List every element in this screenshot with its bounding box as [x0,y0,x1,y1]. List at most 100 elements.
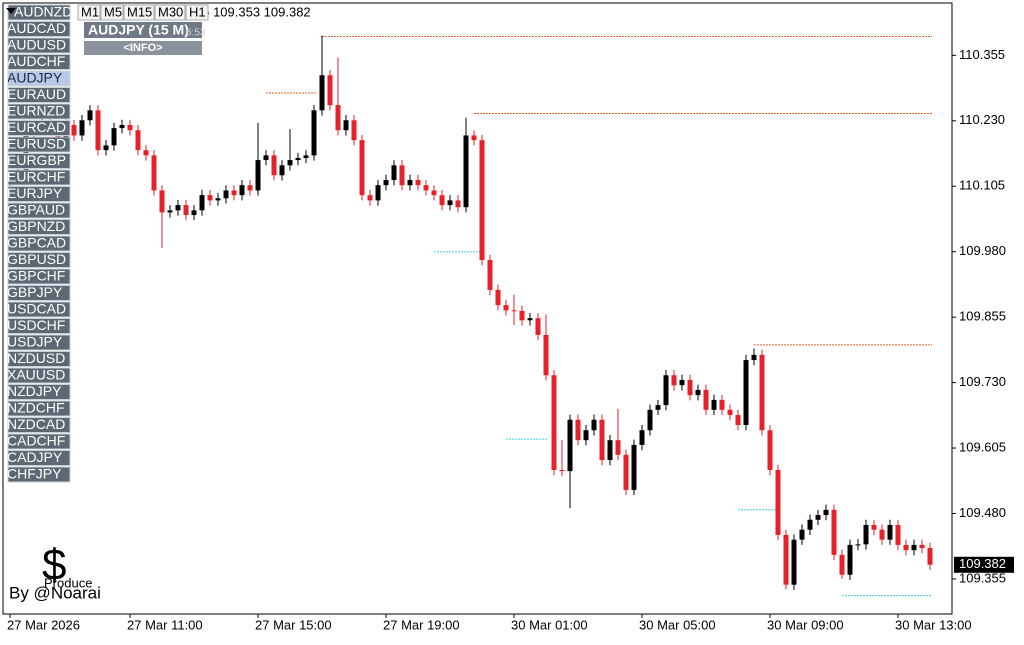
symbol-label[interactable]: AUDCAD [7,20,66,37]
symbol-label[interactable]: EURCHF [7,169,65,185]
symbol-label[interactable]: GBPUSD [7,251,66,268]
symbol-button[interactable] [7,400,71,417]
symbol-button[interactable] [7,318,71,334]
symbol-label[interactable]: GBPCAD [7,235,66,251]
symbol-label[interactable]: XAUUSD [7,367,65,383]
symbol-label[interactable]: GBPAUD [7,202,65,218]
dropdown-arrow[interactable] [6,8,16,14]
y-tick-label: 110.230 [959,112,1005,127]
symbol-button[interactable] [7,268,71,285]
symbol-label[interactable]: EURUSD [7,136,66,152]
candle-body [423,185,429,191]
symbol-label[interactable]: GBPJPY [7,284,63,301]
timeframe-button[interactable] [123,4,155,21]
symbol-label[interactable]: AUDNZD [14,4,72,20]
plot-frame [2,2,953,615]
symbol-button[interactable] [7,120,71,136]
symbol-button[interactable] [7,351,71,367]
symbol-button[interactable] [7,417,71,433]
symbol-button[interactable] [7,367,71,384]
timeframe-button[interactable] [77,4,101,21]
symbol-label[interactable]: GBPNZD [7,218,65,235]
candle-body [719,399,725,410]
candle-body [847,544,853,575]
candle-body [863,524,869,545]
timeframe-button[interactable] [185,4,209,21]
symbol-button[interactable] [7,466,71,483]
symbol-button[interactable] [7,54,71,70]
symbol-label[interactable]: NZDCAD [7,416,65,433]
y-tick-label: 110.355 [959,47,1005,62]
symbol-label[interactable]: EURCAD [7,119,66,136]
timeframe-label[interactable]: M15 [127,4,152,19]
timeframe-label[interactable]: M1 [81,4,99,19]
overlay-title: AUDJPY (15 M) [88,22,189,38]
symbol-label[interactable]: EURGBP [7,152,66,169]
symbol-button[interactable] [7,153,71,169]
timeframe-button[interactable] [100,4,124,21]
candle-body [551,375,557,471]
symbol-label[interactable]: EURNZD [7,103,65,119]
candle-body [279,165,285,176]
candle-body [183,205,189,216]
symbol-label[interactable]: NZDUSD [7,350,65,367]
candle-body [239,185,245,196]
candle-body [135,130,141,151]
info-button[interactable] [84,41,202,55]
candle-body [367,195,373,201]
timeframe-label[interactable]: H1 [189,4,206,19]
symbol-label[interactable]: AUDUSD [7,37,66,53]
symbol-button[interactable] [7,384,71,400]
symbol-label[interactable]: AUDJPY [7,70,63,86]
symbol-button[interactable] [7,301,71,318]
candle-body [567,419,573,472]
symbol-label[interactable]: CADJPY [7,449,63,466]
symbol-button[interactable] [7,169,71,186]
symbol-label[interactable]: EURAUD [7,86,66,103]
price-tag-label: 109.382 [959,556,1006,571]
timeframe-label[interactable]: M30 [158,4,183,19]
symbol-button[interactable] [7,219,71,235]
candle-body [783,534,789,585]
symbol-button[interactable] [7,21,71,37]
symbol-label[interactable]: NZDJPY [7,383,62,400]
symbol-button[interactable] [7,334,71,351]
symbol-button[interactable] [7,285,71,301]
symbol-button[interactable] [7,136,71,153]
y-tick-label: 109.355 [959,570,1006,585]
candle-body [799,529,805,540]
symbol-button[interactable] [7,37,71,54]
symbol-button[interactable] [7,70,71,87]
timeframe-button[interactable] [154,4,186,21]
info-label[interactable]: <INFO> [123,42,162,54]
symbol-button[interactable] [7,202,71,219]
candle-body [415,179,421,186]
candle-body [359,140,365,196]
symbol-button[interactable] [7,186,71,202]
candle-body [583,430,589,441]
symbol-label[interactable]: USDCAD [7,301,66,317]
candle-body [903,544,909,551]
candle-body [711,399,717,410]
candle-body [591,419,597,431]
symbol-label[interactable]: USDCHF [7,317,65,334]
symbol-label[interactable]: EURJPY [7,185,63,202]
symbol-button[interactable] [7,4,71,21]
symbol-label[interactable]: CHFJPY [7,466,62,482]
symbol-label[interactable]: USDJPY [7,334,63,350]
candle-body [543,334,549,376]
symbol-button[interactable] [7,450,71,466]
symbol-label[interactable]: AUDCHF [7,53,65,70]
symbol-button[interactable] [7,103,71,120]
timeframe-label[interactable]: M5 [104,4,122,19]
symbol-label[interactable]: GBPCHF [7,268,65,284]
symbol-button[interactable] [7,433,71,450]
symbol-button[interactable] [7,235,71,252]
symbol-label[interactable]: NZDCHF [7,400,65,416]
symbol-button[interactable] [7,252,71,268]
symbol-button[interactable] [7,87,71,103]
candle-body [455,200,461,208]
candle-body [111,128,117,146]
symbol-label[interactable]: CADCHF [7,433,65,449]
x-tick-label: 30 Mar 01:00 [511,617,588,632]
